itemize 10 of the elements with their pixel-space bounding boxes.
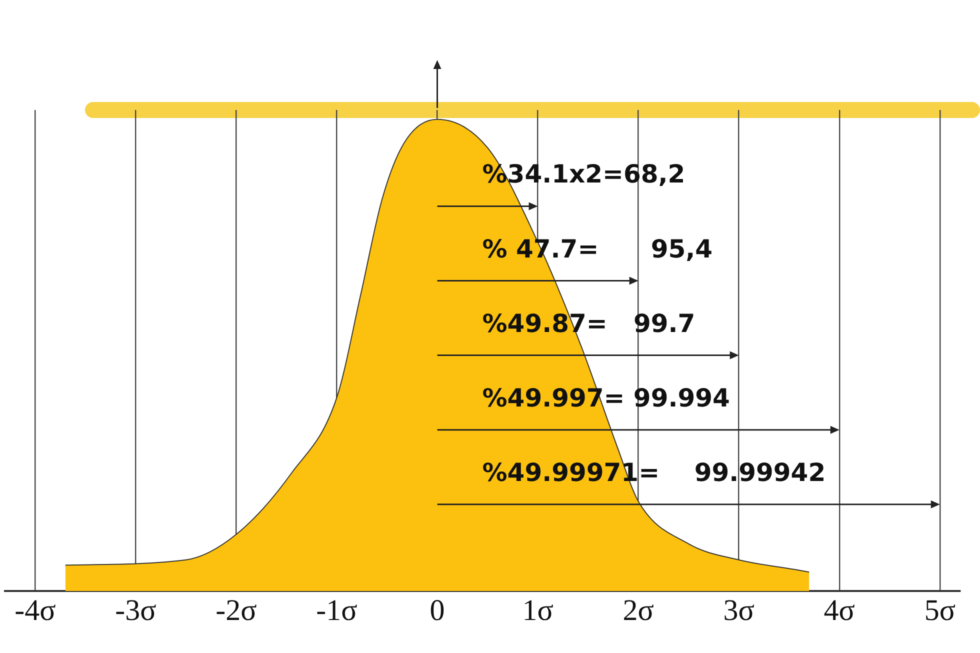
x-tick-label: 2σ <box>622 594 654 627</box>
x-tick-label: -1σ <box>316 594 358 627</box>
x-tick-label: 3σ <box>723 594 754 627</box>
x-tick-label: 1σ <box>522 594 554 627</box>
x-tick-label: -3σ <box>115 594 156 627</box>
x-tick-label: 5σ <box>924 594 956 627</box>
x-tick-label: -4σ <box>14 594 56 627</box>
x-tick-label: 0 <box>430 594 445 627</box>
x-tick-label: 4σ <box>824 594 855 627</box>
x-tick-label: -2σ <box>216 594 257 627</box>
